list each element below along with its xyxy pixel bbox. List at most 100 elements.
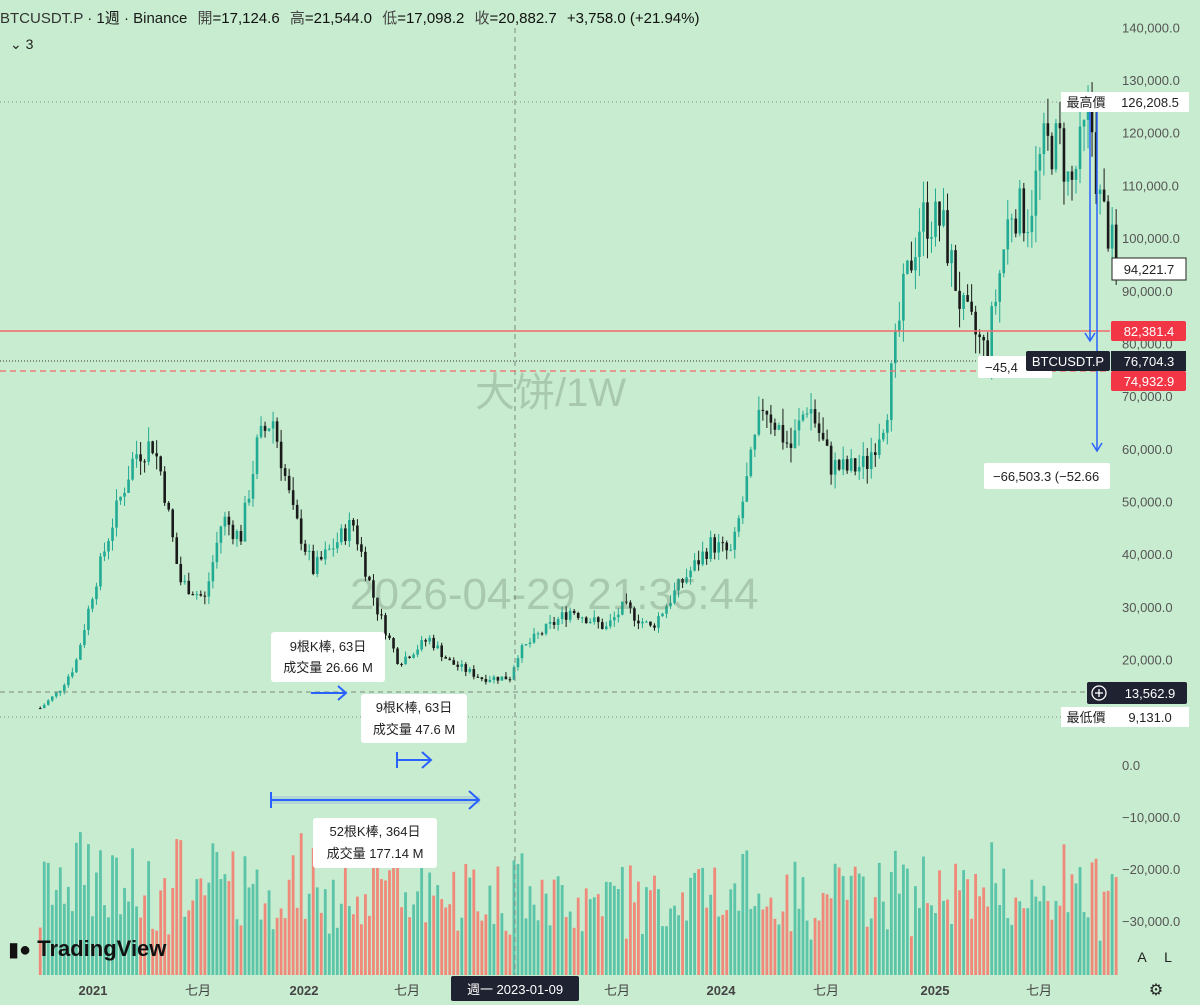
candle — [199, 590, 203, 597]
volume-bar — [914, 886, 917, 975]
volume-bar — [873, 897, 877, 975]
candle — [508, 676, 512, 683]
candle — [71, 667, 74, 679]
volume-bar — [661, 926, 664, 975]
measure-tools[interactable]: 9根K棒, 63日 成交量 26.66 M 9根K棒, 63日 成交量 47.6… — [270, 92, 1111, 868]
price-tick: 140,000.0 — [1122, 20, 1180, 35]
candle — [472, 665, 476, 680]
candle — [396, 647, 399, 665]
candle — [1058, 101, 1062, 145]
candle — [1078, 106, 1082, 184]
indicators-toggle[interactable]: ⌄ 3 — [10, 36, 33, 53]
candle — [673, 582, 676, 605]
price-tick: 50,000.0 — [1122, 495, 1173, 510]
measure-arrow-3-head — [468, 790, 481, 810]
candle — [167, 501, 171, 512]
candle — [119, 496, 122, 505]
volume-bar — [70, 911, 74, 975]
volume-bar — [821, 892, 825, 975]
candle — [906, 259, 909, 275]
measure-2-box[interactable]: 9根K棒, 63日 成交量 47.6 M — [361, 694, 467, 743]
volume-bar — [147, 861, 151, 975]
candle — [869, 437, 873, 479]
volume-bar — [1114, 877, 1118, 975]
candle — [617, 608, 620, 623]
volume-bar — [1050, 919, 1054, 975]
candle — [837, 458, 841, 472]
volume-bar — [998, 904, 1002, 975]
volume-bar — [1030, 879, 1034, 975]
volume-bar — [251, 883, 255, 975]
volume-bar — [299, 833, 303, 975]
candle — [360, 537, 363, 558]
interval[interactable]: 1週 — [96, 10, 120, 27]
volume-bar — [327, 933, 331, 975]
candle — [821, 417, 825, 441]
candle — [135, 440, 138, 468]
volume-bar — [311, 848, 315, 975]
volume-bar — [151, 928, 155, 975]
volume-bar — [291, 855, 295, 975]
log-scale-button[interactable]: L — [1164, 949, 1172, 965]
measure-2-line2: 成交量 47.6 M — [373, 722, 455, 737]
volume-bar — [765, 906, 769, 975]
candle — [1018, 180, 1022, 237]
time-axis[interactable]: 2021 七月 2022 七月 七月 2024 七月 2025 七月 — [79, 983, 1052, 998]
volume-bar — [524, 918, 528, 975]
symbol-name[interactable]: BTCUSDT.P — [0, 10, 84, 27]
candle — [604, 621, 608, 631]
candle — [352, 518, 355, 532]
volume-bar — [66, 886, 70, 975]
volume-bar — [62, 903, 66, 975]
price-axis[interactable]: 140,000.0 130,000.0 120,000.0 110,000.0 100,… — [1122, 20, 1180, 929]
volume-bar — [974, 874, 978, 975]
volume-bar — [46, 862, 50, 975]
auto-scale-button[interactable]: A — [1137, 949, 1147, 965]
volume-bar — [380, 879, 383, 975]
candle — [1006, 200, 1010, 265]
add-level-icon[interactable] — [1091, 685, 1107, 701]
volume-bar — [267, 890, 271, 975]
candle — [46, 699, 50, 706]
volume-tick: 0.0 — [1122, 758, 1140, 773]
volume-bar — [628, 865, 632, 975]
time-tick: 2024 — [707, 983, 737, 998]
candle — [882, 429, 885, 442]
measure-1-box[interactable]: 9根K棒, 63日 成交量 26.66 M — [271, 632, 385, 682]
candle — [231, 520, 235, 545]
level-1-value: 82,381.4 — [1124, 324, 1175, 339]
volume-bar — [175, 839, 179, 975]
candle — [765, 410, 769, 429]
volume-bar — [649, 890, 652, 975]
volume-bar — [1058, 905, 1062, 975]
volume-bar — [476, 911, 480, 975]
volume-bar — [926, 903, 929, 975]
volume-bar — [127, 901, 130, 975]
high-label: 高 — [289, 10, 305, 27]
candle — [886, 414, 889, 445]
candle — [693, 553, 696, 572]
volume-bar — [829, 898, 833, 975]
settings-gear-icon[interactable]: ⚙ — [1148, 982, 1164, 999]
drop-1-text: −45,4 — [985, 360, 1018, 375]
candle — [336, 532, 339, 554]
volume-bar — [785, 874, 789, 975]
close-label: 收 — [474, 10, 490, 27]
volume-bar — [990, 842, 994, 975]
candle — [512, 664, 516, 681]
volume-bar — [1074, 883, 1078, 975]
candle — [890, 362, 893, 432]
measure-3-box[interactable]: 52根K棒, 364日 成交量 177.14 M — [313, 818, 437, 868]
candle — [982, 334, 985, 357]
candle — [1022, 182, 1026, 242]
candle — [749, 446, 753, 478]
volume-bar — [512, 860, 516, 975]
drop-2-box[interactable]: −66,503.3 (−52.66 — [984, 463, 1110, 489]
candle — [59, 690, 62, 697]
tradingview-logo[interactable]: ▮● TradingView — [8, 936, 166, 962]
candle — [267, 428, 271, 432]
volume-bar — [958, 890, 961, 975]
candle — [556, 616, 560, 631]
candle — [1010, 213, 1014, 243]
